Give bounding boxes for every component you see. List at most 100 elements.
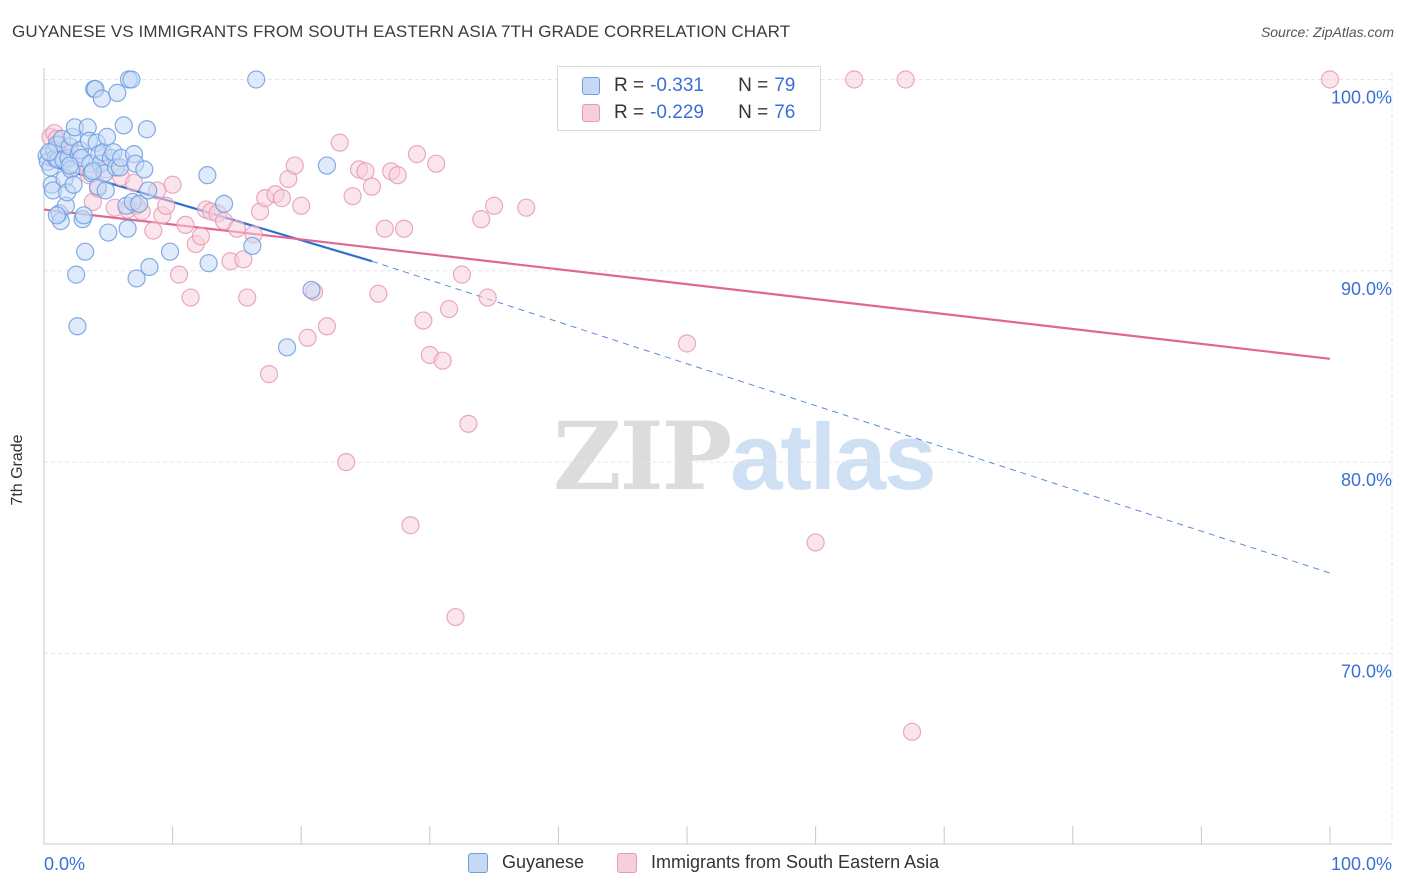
point-guyanese	[160, 242, 180, 261]
point-immigrants	[298, 328, 317, 347]
point-immigrants	[124, 173, 144, 192]
point-guyanese	[127, 269, 146, 288]
legend-r-value: -0.331	[650, 75, 704, 96]
point-immigrants	[677, 334, 697, 353]
stats-legend: R = -0.331 N = 79 R = -0.229 N = 76	[557, 66, 821, 131]
point-immigrants	[238, 288, 257, 307]
legend-swatch-blue	[468, 852, 488, 873]
legend-label-guyanese: Guyanese	[502, 852, 585, 872]
series-legend: Guyanese Immigrants from South Eastern A…	[0, 852, 1406, 876]
point-immigrants	[902, 722, 922, 741]
legend-item-guyanese: Guyanese	[468, 852, 584, 873]
legend-n-value: 76	[774, 102, 796, 123]
point-immigrants	[227, 219, 246, 238]
point-guyanese	[99, 223, 118, 242]
point-guyanese	[140, 257, 159, 277]
axes	[43, 68, 1392, 845]
point-guyanese	[74, 206, 93, 225]
point-immigrants	[414, 311, 433, 330]
point-immigrants	[356, 162, 375, 181]
point-guyanese	[114, 116, 133, 135]
legend-item-immigrants: Immigrants from South Eastern Asia	[617, 852, 939, 873]
point-immigrants	[439, 299, 459, 319]
point-guyanese	[199, 254, 218, 273]
point-guyanese	[243, 236, 262, 256]
point-immigrants	[337, 453, 356, 472]
point-guyanese	[214, 194, 234, 213]
point-immigrants	[1320, 70, 1340, 89]
point-immigrants	[845, 70, 864, 89]
point-guyanese	[135, 160, 154, 179]
point-immigrants	[163, 175, 182, 194]
point-guyanese	[118, 219, 137, 238]
point-guyanese	[40, 143, 59, 162]
point-immigrants	[369, 284, 388, 303]
point-guyanese	[76, 242, 95, 261]
chart-title: GUYANESE VS IMMIGRANTS FROM SOUTH EASTER…	[12, 22, 791, 41]
point-immigrants	[896, 70, 915, 89]
legend-r-label: R =	[614, 102, 645, 123]
point-immigrants	[517, 198, 536, 217]
point-immigrants	[375, 219, 394, 238]
tick-labels: 100.0% 90.0% 80.0% 70.0% 0.0% 100.0%	[44, 88, 1392, 875]
point-guyanese	[317, 156, 337, 175]
point-immigrants	[259, 365, 279, 384]
series-guyanese-points	[37, 70, 337, 357]
y-tick-label: 80.0%	[1341, 470, 1392, 490]
point-immigrants	[292, 196, 311, 215]
y-tick-label: 70.0%	[1341, 661, 1392, 681]
point-guyanese	[277, 338, 297, 357]
point-immigrants	[388, 166, 407, 185]
legend-swatch-blue	[582, 77, 600, 95]
legend-swatch-pink	[582, 104, 600, 122]
trend-guyanese-extension	[371, 260, 1331, 574]
point-immigrants	[401, 516, 420, 535]
point-immigrants	[446, 607, 465, 627]
point-immigrants	[433, 351, 452, 370]
point-immigrants	[427, 154, 446, 173]
point-guyanese	[108, 83, 127, 102]
point-immigrants	[362, 177, 382, 196]
y-tick-label: 90.0%	[1341, 279, 1392, 299]
point-immigrants	[343, 187, 362, 206]
point-guyanese	[122, 70, 141, 89]
point-immigrants	[485, 196, 504, 215]
point-guyanese	[137, 120, 156, 139]
point-immigrants	[459, 414, 478, 433]
point-immigrants	[234, 250, 253, 269]
point-immigrants	[144, 221, 163, 240]
point-guyanese	[92, 89, 111, 108]
point-guyanese	[68, 317, 87, 336]
point-guyanese	[198, 166, 217, 185]
point-immigrants	[317, 317, 337, 336]
point-immigrants	[157, 196, 176, 215]
x-tick-label-end: 100.0%	[1331, 854, 1392, 874]
x-tick-label-start: 0.0%	[44, 854, 85, 874]
point-immigrants	[394, 219, 414, 238]
point-guyanese	[97, 127, 117, 146]
point-immigrants	[272, 189, 292, 208]
point-guyanese	[67, 265, 86, 284]
series-immigrants-points	[41, 70, 1340, 741]
point-immigrants	[169, 265, 189, 284]
point-guyanese	[64, 175, 83, 194]
point-immigrants	[285, 156, 304, 175]
point-guyanese	[47, 206, 66, 225]
point-immigrants	[478, 288, 497, 307]
point-immigrants	[472, 210, 491, 229]
point-immigrants	[191, 227, 210, 246]
point-guyanese	[96, 181, 115, 200]
point-guyanese	[83, 162, 102, 181]
legend-n-label: N =	[738, 75, 769, 96]
point-guyanese	[302, 280, 321, 300]
legend-row-immigrants: R = -0.229 N = 76	[582, 101, 795, 125]
legend-swatch-pink	[617, 852, 637, 873]
legend-row-guyanese: R = -0.331 N = 79	[582, 74, 795, 98]
point-guyanese	[130, 194, 149, 213]
point-immigrants	[452, 265, 472, 284]
point-guyanese	[60, 156, 79, 175]
y-tick-label: 100.0%	[1331, 88, 1392, 108]
point-immigrants	[806, 533, 825, 552]
grid-lines	[44, 72, 1393, 844]
